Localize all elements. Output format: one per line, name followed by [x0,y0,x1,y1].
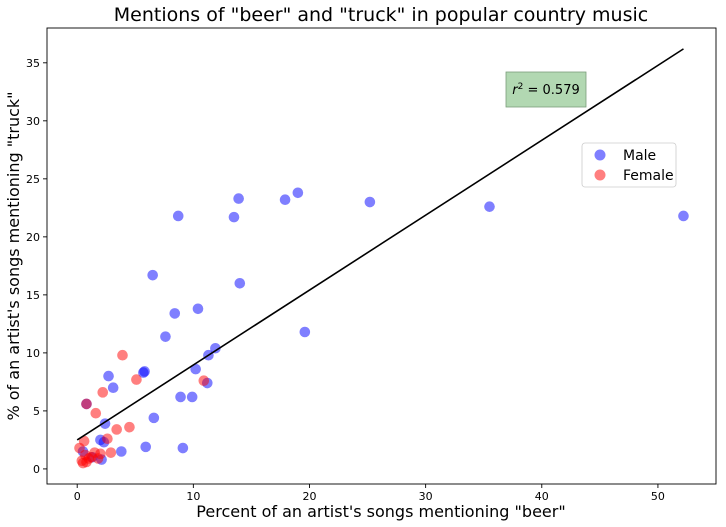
data-point-female [81,398,92,410]
legend-marker-female [594,169,606,181]
data-point-female [102,433,113,445]
x-tick-label: 20 [302,490,316,503]
data-point-female [131,374,142,385]
data-point-male [192,303,204,315]
data-point-male [160,331,171,342]
data-point-male [107,382,119,393]
data-point-male [299,326,311,338]
data-point-female [78,435,90,447]
chart-title: Mentions of "beer" and "truck" in popula… [114,4,648,26]
data-point-female [124,421,135,433]
data-point-male [364,196,376,208]
r2-annotation-box [505,71,587,108]
data-point-male [186,391,198,403]
data-point-male [210,342,221,354]
data-point-female [90,407,102,419]
data-point-male [172,210,184,222]
y-tick-label: 0 [33,463,40,476]
data-point-male [175,391,186,403]
data-point-male [678,210,689,222]
legend-label-male: Male [623,148,656,164]
data-point-male [190,363,201,375]
data-point-male [116,446,127,457]
x-axis: 0 10 20 30 40 50 [74,484,665,503]
data-point-male [148,412,160,424]
data-point-female [117,349,128,361]
data-point-male [103,370,114,382]
data-point-male [139,366,150,377]
data-point-male [234,277,246,289]
x-tick-label: 40 [535,490,549,503]
r2-annotation: r2 = 0.579 [505,71,587,108]
x-tick-label: 30 [419,490,433,503]
plot-frame [46,27,717,485]
y-axis: 0 5 10 15 20 25 30 35 [26,57,47,476]
y-tick-label: 5 [33,405,40,418]
x-tick-label: 10 [186,490,200,503]
data-point-male [177,442,189,454]
y-tick-label: 25 [26,173,40,186]
data-point-male [233,193,244,204]
y-tick-label: 15 [26,289,40,302]
regression-line [76,48,684,441]
data-point-female [198,375,210,387]
data-point-male [484,201,495,212]
data-point-female [95,448,106,460]
plot-area [74,48,689,469]
data-point-female [111,424,122,435]
x-tick-label: 50 [651,490,665,503]
legend-frame [581,142,677,188]
y-tick-label: 10 [26,347,40,360]
y-tick-label: 20 [26,231,40,244]
data-point-male [140,441,152,453]
series-male [77,187,689,465]
data-point-male [228,211,240,223]
data-point-male [292,187,304,199]
legend-label-female: Female [623,168,674,184]
data-point-female [97,387,109,398]
x-tick-label: 0 [74,490,81,503]
series-female [74,349,210,469]
r2-annotation-text: r2 = 0.579 [512,82,579,98]
data-point-male [147,269,158,281]
data-point-male [279,194,291,206]
legend: Male Female [581,142,677,188]
x-axis-label: Percent of an artist's songs mentioning … [196,502,565,521]
y-tick-label: 35 [26,57,40,70]
data-point-female [105,447,117,458]
data-point-male [169,308,181,319]
y-tick-label: 30 [26,115,40,128]
legend-marker-male [594,149,606,161]
y-axis-label: % of an artist's songs mentioning "truck… [4,91,23,420]
